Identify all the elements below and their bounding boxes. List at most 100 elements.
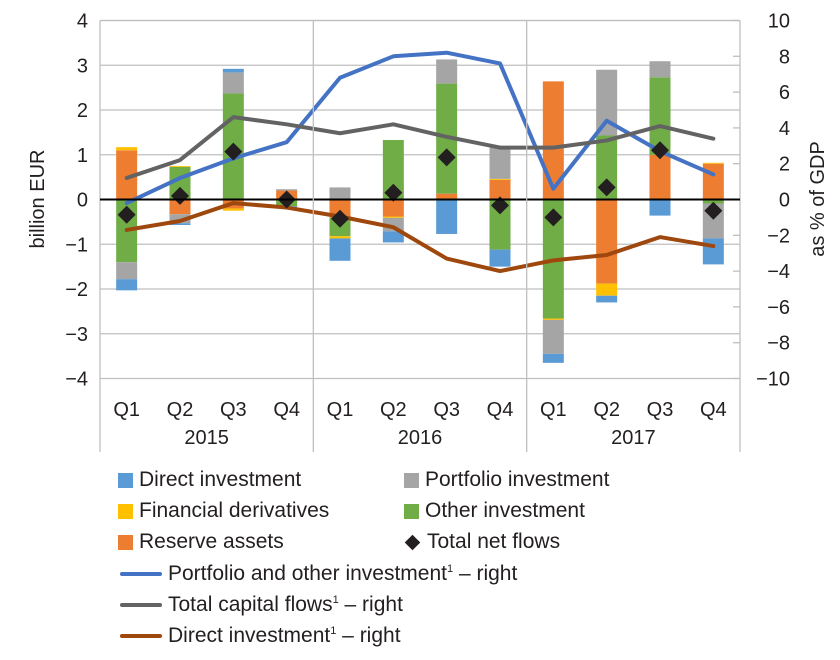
bar-segment-financial-derivatives (329, 236, 351, 239)
x-tick-label: Q3 (220, 399, 247, 421)
x-tick-label: Q4 (700, 399, 727, 421)
right-axis-title: as % of GDP (807, 141, 829, 257)
net-flow-diamond (651, 141, 669, 160)
year-label: 2017 (611, 427, 656, 449)
legend-label: Other investment (425, 499, 585, 522)
bar-segment-financial-derivatives (169, 165, 191, 167)
net-flow-markers (117, 141, 723, 228)
bar-segment-portfolio-investment (596, 69, 618, 136)
bar-segment-portfolio-investment (329, 187, 351, 200)
bar-segment-portfolio-investment (169, 214, 191, 224)
net-flow-diamond (117, 205, 136, 224)
legend-label: Reserve assets (139, 530, 284, 553)
legend-item-direct-investment: Direct investment (118, 468, 301, 492)
legend-item-reserve-assets: Reserve assets (118, 530, 284, 554)
bar-segment-direct-investment (702, 238, 724, 265)
legend-swatch (118, 472, 133, 488)
legend-label: Direct investment (139, 468, 302, 491)
year-label: 2015 (184, 427, 229, 449)
bar-segment-direct-investment (222, 68, 244, 73)
legend-line-swatch (120, 572, 162, 576)
diamond-icon (404, 534, 421, 550)
x-tick-label: Q1 (540, 399, 567, 421)
x-axis-ticks: Q1 Q2 Q3 Q4 Q1 Q2 Q3 Q4 Q1 Q2 Q3 Q4 2015 2016 2017 (113, 399, 726, 449)
bar-segment-direct-investment (116, 279, 138, 291)
legend-item-financial-derivatives: Financial derivatives (118, 499, 329, 523)
net-flow-diamond (437, 148, 456, 167)
bar-segment-portfolio-investment (489, 147, 511, 179)
legend-item-portfolio-investment: Portfolio investment (404, 468, 609, 492)
bar-segment-direct-investment (542, 353, 564, 363)
legend-label: Financial derivatives (139, 499, 330, 522)
legend-label: Portfolio investment (425, 468, 610, 491)
bar-segment-other-investment (702, 199, 724, 204)
bar-segment-financial-derivatives (222, 208, 244, 211)
left-tick-label: −3 (65, 324, 88, 346)
bar-segment-reserve-assets (596, 199, 618, 284)
right-tick-label: 4 (779, 118, 790, 140)
x-tick-label: Q1 (327, 399, 354, 421)
x-tick-label: Q2 (167, 399, 194, 421)
bar-segment-direct-investment (329, 238, 351, 261)
legend-swatch (118, 503, 133, 519)
left-tick-label: 3 (77, 55, 88, 77)
bar-segment-reserve-assets (436, 193, 458, 200)
bar-segment-financial-derivatives (596, 283, 618, 296)
bar-segment-portfolio-investment (649, 61, 671, 78)
bar-segment-reserve-assets (329, 199, 351, 218)
bar-segment-reserve-assets (649, 154, 671, 200)
lines (124, 50, 716, 274)
line-total-capital-flows (124, 115, 716, 181)
legend-item-total-capital-flows-line: Total capital flows1 – right (120, 593, 403, 617)
net-flow-diamond (224, 142, 243, 161)
bar-segment-financial-derivatives (116, 147, 138, 151)
bar-segment-reserve-assets (489, 179, 511, 200)
bar-segment-direct-investment (169, 223, 191, 226)
legend-swatch (118, 534, 133, 550)
line-portfolio-and-other-investment (124, 50, 716, 206)
bar-segment-direct-investment (436, 199, 458, 234)
bar-segment-reserve-assets (169, 199, 191, 215)
net-flow-diamond (331, 209, 349, 228)
left-axis-ticks: 4 3 2 1 0 −1 −2 −3 −4 (65, 11, 88, 391)
left-tick-label: 4 (77, 11, 88, 33)
bar-segment-direct-investment (649, 199, 671, 216)
legend-label: Direct investment1 – right (168, 624, 401, 647)
legend-line-swatch (120, 634, 162, 638)
right-tick-label: −10 (756, 369, 790, 391)
bar-segment-other-investment (382, 139, 404, 200)
x-tick-label: Q2 (593, 399, 620, 421)
bar-segment-portfolio-investment (542, 319, 564, 354)
bar-segment-other-investment (649, 77, 671, 155)
x-tick-label: Q1 (113, 399, 140, 421)
legend-swatch (404, 503, 419, 519)
bar-segment-financial-derivatives (382, 216, 404, 218)
x-tick-label: Q2 (380, 399, 407, 421)
legend-item-other-investment: Other investment (404, 499, 585, 523)
bar-segment-portfolio-investment (222, 72, 244, 94)
legend-label: Total capital flows1 – right (168, 593, 403, 616)
line-direct-investment (124, 201, 716, 274)
net-flow-diamond (704, 201, 723, 220)
left-tick-label: 0 (77, 190, 88, 212)
x-tick-label: Q4 (273, 399, 300, 421)
bar-segment-direct-investment (489, 249, 511, 267)
right-tick-label: −8 (767, 333, 790, 355)
net-flow-diamond (544, 208, 563, 227)
right-tick-label: −6 (767, 297, 790, 319)
year-label: 2016 (398, 427, 443, 449)
right-tick-label: 6 (779, 82, 790, 104)
right-tick-label: 8 (779, 46, 790, 68)
left-tick-label: 1 (77, 145, 88, 167)
right-tick-label: 2 (779, 154, 790, 176)
bar-segment-financial-derivatives (702, 162, 724, 164)
legend-item-portfolio-other-line: Portfolio and other investment1 – right (120, 562, 517, 586)
legend-item-total-net-flows: Total net flows (404, 530, 560, 554)
legend-label: Portfolio and other investment1 – right (168, 562, 518, 585)
bar-segment-portfolio-investment (116, 262, 138, 280)
x-tick-label: Q4 (487, 399, 514, 421)
left-tick-label: −1 (65, 234, 88, 256)
bar-segment-direct-investment (596, 295, 618, 303)
legend-swatch (404, 472, 419, 488)
